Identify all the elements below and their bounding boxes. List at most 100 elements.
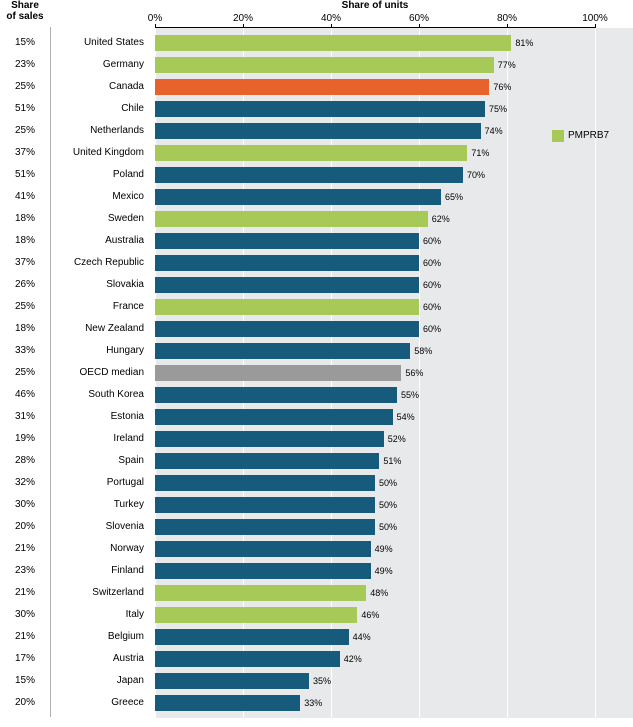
bar — [155, 475, 375, 491]
country-label: Australia — [50, 230, 150, 252]
bar — [155, 409, 393, 425]
share-sales-value: 37% — [0, 252, 50, 274]
table-row: 30%Turkey50% — [0, 494, 633, 516]
country-label: Slovakia — [50, 274, 150, 296]
table-row: 21%Norway49% — [0, 538, 633, 560]
bar — [155, 387, 397, 403]
table-row: 18%Australia60% — [0, 230, 633, 252]
bar — [155, 57, 494, 73]
bar-value-label: 60% — [423, 296, 441, 318]
country-label: United Kingdom — [50, 142, 150, 164]
bar-value-label: 71% — [471, 142, 489, 164]
table-row: 51%Poland70% — [0, 164, 633, 186]
bar-value-label: 50% — [379, 472, 397, 494]
bar-value-label: 44% — [353, 626, 371, 648]
bar — [155, 497, 375, 513]
bar — [155, 343, 410, 359]
x-tick-mark — [419, 24, 420, 28]
table-row: 46%South Korea55% — [0, 384, 633, 406]
bar-value-label: 58% — [414, 340, 432, 362]
country-label: Finland — [50, 560, 150, 582]
bar — [155, 123, 481, 139]
table-row: 31%Estonia54% — [0, 406, 633, 428]
share-sales-value: 18% — [0, 318, 50, 340]
table-row: 51%Chile75% — [0, 98, 633, 120]
x-tick-label: 80% — [497, 13, 517, 24]
country-label: Switzerland — [50, 582, 150, 604]
country-label: Estonia — [50, 406, 150, 428]
bar — [155, 651, 340, 667]
table-row: 25%Canada76% — [0, 76, 633, 98]
bar-value-label: 70% — [467, 164, 485, 186]
share-sales-value: 30% — [0, 604, 50, 626]
bar — [155, 673, 309, 689]
y-left-title-line1: Share — [11, 0, 39, 11]
country-label: New Zealand — [50, 318, 150, 340]
country-label: Greece — [50, 692, 150, 714]
bar — [155, 277, 419, 293]
bar — [155, 101, 485, 117]
share-sales-value: 21% — [0, 538, 50, 560]
share-sales-value: 33% — [0, 340, 50, 362]
table-row: 25%Netherlands74% — [0, 120, 633, 142]
bar-value-label: 55% — [401, 384, 419, 406]
table-row: 25%OECD median56% — [0, 362, 633, 384]
bar — [155, 35, 511, 51]
share-sales-value: 17% — [0, 648, 50, 670]
share-sales-value: 25% — [0, 120, 50, 142]
table-row: 21%Belgium44% — [0, 626, 633, 648]
country-label: Portugal — [50, 472, 150, 494]
share-sales-value: 23% — [0, 560, 50, 582]
country-label: Poland — [50, 164, 150, 186]
country-label: Japan — [50, 670, 150, 692]
country-label: United States — [50, 32, 150, 54]
table-row: 15%United States81% — [0, 32, 633, 54]
table-row: 19%Ireland52% — [0, 428, 633, 450]
share-sales-value: 32% — [0, 472, 50, 494]
table-row: 28%Spain51% — [0, 450, 633, 472]
bar — [155, 607, 357, 623]
table-row: 32%Portugal 50% — [0, 472, 633, 494]
share-sales-value: 15% — [0, 32, 50, 54]
table-row: 18%New Zealand60% — [0, 318, 633, 340]
table-row: 26%Slovakia60% — [0, 274, 633, 296]
country-label: South Korea — [50, 384, 150, 406]
table-row: 15%Japan35% — [0, 670, 633, 692]
share-sales-value: 18% — [0, 230, 50, 252]
country-label: Canada — [50, 76, 150, 98]
bar-value-label: 33% — [304, 692, 322, 714]
bar — [155, 321, 419, 337]
bar-value-label: 52% — [388, 428, 406, 450]
table-row: 21%Switzerland48% — [0, 582, 633, 604]
bar — [155, 299, 419, 315]
table-row: 41%Mexico65% — [0, 186, 633, 208]
bar — [155, 453, 379, 469]
share-sales-value: 37% — [0, 142, 50, 164]
country-label: Chile — [50, 98, 150, 120]
bar-value-label: 76% — [493, 76, 511, 98]
table-row: 23%Germany77% — [0, 54, 633, 76]
share-sales-value: 20% — [0, 692, 50, 714]
bar-value-label: 49% — [375, 538, 393, 560]
bar-value-label: 62% — [432, 208, 450, 230]
bar — [155, 629, 349, 645]
share-sales-value: 30% — [0, 494, 50, 516]
bar-chart: Share of units Share of sales PMPRB7 0%2… — [0, 0, 633, 727]
table-row: 37%United Kingdom 71% — [0, 142, 633, 164]
bar-value-label: 54% — [397, 406, 415, 428]
bar — [155, 189, 441, 205]
x-tick-label: 60% — [409, 13, 429, 24]
bar — [155, 585, 366, 601]
bar — [155, 695, 300, 711]
country-label: France — [50, 296, 150, 318]
bar-value-label: 50% — [379, 516, 397, 538]
share-sales-value: 25% — [0, 296, 50, 318]
bar — [155, 167, 463, 183]
x-tick-mark — [595, 24, 596, 28]
table-row: 18%Sweden62% — [0, 208, 633, 230]
country-label: Austria — [50, 648, 150, 670]
country-label: Hungary — [50, 340, 150, 362]
bar-value-label: 74% — [485, 120, 503, 142]
x-tick-label: 100% — [582, 13, 608, 24]
x-tick-label: 20% — [233, 13, 253, 24]
